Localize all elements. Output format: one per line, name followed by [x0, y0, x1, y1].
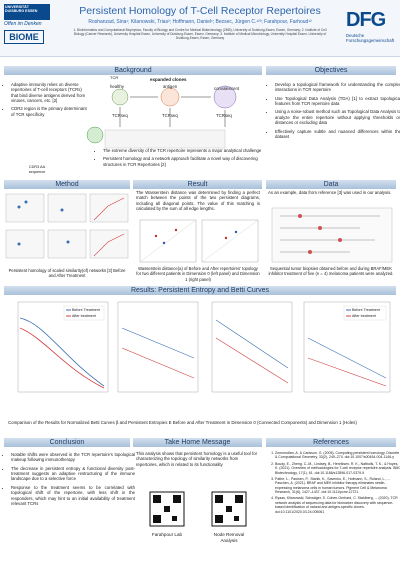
bullet: Use Topological Data Analysis (TDA) [1] … — [275, 96, 400, 107]
bullet: Notable shifts were observed in the TCR … — [11, 452, 135, 463]
legend-label: After treatment — [72, 314, 96, 318]
objectives-list: Develop a topological framework for unde… — [268, 82, 400, 142]
bullet: Using a noise-robust method such as Topo… — [275, 109, 400, 125]
diagram-label: TCRseq — [112, 113, 128, 118]
diagram — [86, 85, 237, 149]
section-heading: Background — [4, 66, 262, 75]
title: Persistent Homology of T-Cell Receptor R… — [79, 5, 321, 17]
bullet: The decrease in persistent entropy & fun… — [11, 466, 135, 482]
reference: Boudy, E., Zheng, C.-M., Lindsey, B., He… — [275, 462, 400, 475]
diagram-label: TCR — [110, 75, 119, 80]
qr-label: Node Removal Analysis — [213, 532, 245, 543]
diagram-label: TCRseq — [162, 113, 178, 118]
bullet: CDR3 region is the primary determinant o… — [11, 106, 89, 117]
conclusion-list: Notable shifts were observed in the TCR … — [4, 452, 135, 509]
data-text: As an example, data from reference [3] w… — [268, 190, 392, 195]
background-list: The extreme diversity of the TCR reperto… — [96, 148, 263, 170]
caption: Sequential tumor biopsies obtained befor… — [268, 266, 394, 277]
section-heading: Method — [4, 180, 130, 189]
result-text: The Wasserstein distance was determined … — [136, 190, 260, 212]
bullet: Develop a topological framework for unde… — [275, 82, 400, 93]
logo-university: UNIVERSITÄT DUISBURG ESSEN — [4, 4, 50, 20]
diagram-label: convalescent — [214, 86, 240, 91]
affiliations: 1. Bioinformatics and Computational Biop… — [73, 28, 327, 40]
logo-dfg-sub: Deutsche Forschungsgemeinschaft — [346, 33, 395, 44]
qr-codes — [149, 491, 247, 527]
caption: Wasserstein distance(a) of Before and Af… — [136, 266, 260, 282]
bullet: The extreme diversity of the TCR reperto… — [103, 148, 263, 153]
section-heading: Conclusion — [4, 438, 130, 447]
bullet: Persistent homology and a network approa… — [103, 156, 263, 167]
reference: Ryaas, Kilanowski, Schwäger, S. Cohen-Ge… — [275, 496, 400, 514]
result-figure — [139, 219, 259, 263]
header — [0, 0, 400, 57]
section-heading: Take Home Message — [133, 438, 262, 447]
legend-label: After treatment — [352, 314, 376, 318]
method-figure — [5, 193, 129, 259]
legend-label: Before Treatment — [72, 308, 100, 312]
section-heading: Results: Persistent Entropy and Betti Cu… — [4, 286, 396, 295]
results-figure — [17, 301, 391, 393]
diagram-label: antigen — [163, 84, 178, 89]
logo-biome: BIOME — [4, 30, 44, 44]
qr-label: Farahpour Lab — [151, 532, 183, 537]
section-heading: Objectives — [266, 66, 396, 75]
diagram-label: expanded clones — [150, 77, 187, 82]
bullet: Effectively capture subtle and nuanced d… — [275, 129, 400, 140]
legend-label: Before Treatment — [352, 308, 380, 312]
logo-dfg: DFG — [346, 9, 386, 31]
reference: Zomorodian, A. & Carlsson, G. (2005). Co… — [275, 451, 400, 460]
data-figure — [271, 207, 393, 263]
authors: Roshanzad, Sina¹; Kilanowski, Trias²; Ho… — [88, 19, 312, 25]
section-heading: Result — [133, 180, 262, 189]
diagram-label: TCRseq — [216, 113, 232, 118]
diagram-label: healthy — [110, 84, 124, 89]
diagram-label: CDR3 AA sequence — [28, 165, 46, 174]
caption: Persistent homology of scaled similarity… — [8, 268, 126, 279]
bullet: Response to the treatment seems to be co… — [11, 485, 135, 506]
logo-motto: Offen im Denken — [4, 21, 42, 27]
bullet: Adaptive immunity relies on diverse repe… — [11, 82, 89, 103]
reference: Pathe, L., Paulsen, P., Stanik, K., Save… — [275, 477, 400, 495]
references-list: Zomorodian, A. & Carlsson, G. (2005). Co… — [268, 451, 400, 516]
caption: Comparison of the Results for Normalized… — [8, 420, 357, 425]
background-list: Adaptive immunity relies on diverse repe… — [4, 82, 89, 120]
section-heading: Data — [266, 180, 396, 189]
take-home-text: This analysis shows that persistent homo… — [136, 451, 258, 467]
section-heading: References — [266, 438, 396, 447]
